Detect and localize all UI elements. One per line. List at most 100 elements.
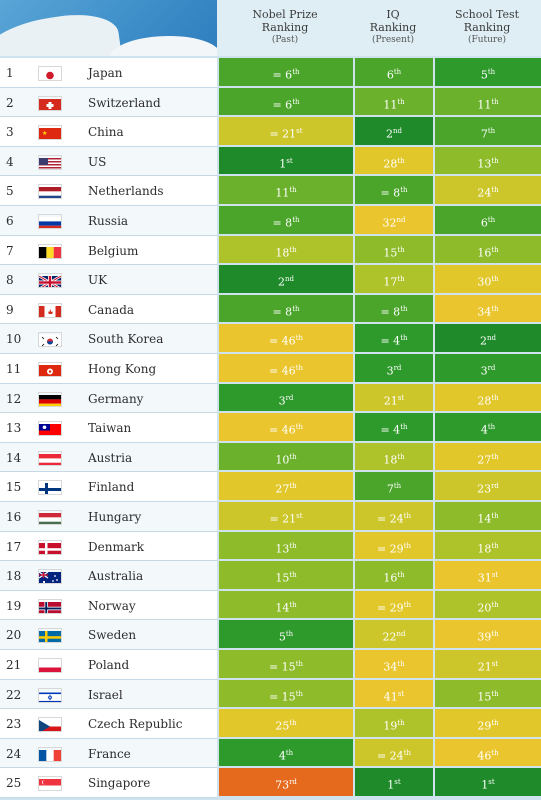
country-name: Russia bbox=[88, 214, 129, 228]
school-rank-value: 28 bbox=[477, 394, 492, 408]
school-rank-value: 4 bbox=[480, 423, 488, 437]
world-map-banner bbox=[0, 0, 217, 56]
school-rank-suffix: st bbox=[491, 660, 499, 668]
switzerland-flag-icon bbox=[38, 95, 62, 111]
row-label-area: 6 Russia bbox=[0, 206, 217, 236]
row-rank: 24 bbox=[6, 746, 22, 761]
nobel-rank-value: 3 bbox=[278, 394, 286, 408]
nobel-rank-value: = 21 bbox=[269, 127, 297, 141]
school-rank-suffix: st bbox=[491, 571, 499, 580]
school-rank-suffix: th bbox=[487, 216, 496, 224]
nobel-rank-cell: 15th bbox=[217, 561, 353, 591]
iq-rank-suffix: th bbox=[400, 304, 408, 313]
country-name: Czech Republic bbox=[88, 717, 183, 732]
iq-rank-cell: = 4th bbox=[353, 324, 433, 354]
table-row: 3 ★ China = 21st 2nd 7th bbox=[0, 117, 541, 147]
iq-rank-value: = 4 bbox=[380, 423, 401, 437]
row-rank: 4 bbox=[6, 154, 14, 169]
iq-rank-suffix: th bbox=[397, 275, 405, 284]
nobel-rank-cell: = 6th bbox=[217, 87, 353, 118]
row-label-area: 12 Germany bbox=[0, 383, 217, 414]
country-name: Denmark bbox=[88, 539, 144, 554]
school-rank-cell: 46th bbox=[433, 738, 541, 769]
school-rank-value: 24 bbox=[477, 187, 492, 201]
header-iq-title2: Ranking bbox=[369, 21, 417, 34]
iq-rank-cell: 34th bbox=[353, 650, 433, 680]
nobel-rank-value: = 15 bbox=[268, 690, 296, 704]
iq-rank-cell: 32nd bbox=[353, 206, 433, 236]
country-name: Poland bbox=[88, 658, 130, 672]
iq-rank-cell: 11th bbox=[353, 87, 433, 118]
row-label-area: 5 Netherlands bbox=[0, 176, 217, 206]
country-name: UK bbox=[88, 273, 108, 288]
nobel-rank-suffix: th bbox=[289, 186, 297, 195]
iq-rank-cell: = 24th bbox=[353, 738, 433, 769]
table-row: 18 Australia 15th 16th 31st bbox=[0, 561, 541, 591]
school-rank-suffix: nd bbox=[487, 334, 496, 343]
nobel-rank-value: 25 bbox=[275, 719, 290, 733]
belgium-flag-icon bbox=[38, 243, 62, 259]
iq-rank-cell: = 4th bbox=[353, 413, 433, 443]
school-rank-value: 5 bbox=[480, 68, 488, 82]
iq-rank-value: = 24 bbox=[376, 512, 404, 526]
russia-flag-icon bbox=[38, 214, 62, 229]
school-rank-suffix: th bbox=[491, 719, 499, 728]
nobel-rank-value: 15 bbox=[275, 571, 290, 585]
row-label-area: 14 Austria bbox=[0, 442, 217, 473]
nobel-rank-suffix: th bbox=[292, 68, 300, 76]
table-row: 8 UK 2nd 17th 30th bbox=[0, 265, 541, 295]
header-school: School Test Ranking (Future) bbox=[433, 0, 541, 56]
school-rank-value: 11 bbox=[477, 98, 492, 112]
nobel-rank-suffix: th bbox=[295, 364, 304, 372]
row-rank: 6 bbox=[6, 214, 14, 228]
czech-flag-icon bbox=[38, 717, 62, 733]
nobel-rank-suffix: th bbox=[289, 571, 297, 580]
row-label-area: 18 Australia bbox=[0, 561, 217, 591]
row-label-area: 21 Poland bbox=[0, 650, 217, 680]
nobel-rank-suffix: st bbox=[296, 512, 303, 520]
table-row: 17 Denmark 13th = 29th 18th bbox=[0, 531, 541, 562]
row-rank: 9 bbox=[6, 302, 14, 317]
row-rank: 23 bbox=[6, 717, 22, 732]
row-rank: 20 bbox=[6, 628, 22, 643]
iq-rank-value: 18 bbox=[383, 453, 398, 467]
nobel-rank-value: 10 bbox=[275, 453, 290, 467]
school-rank-value: 31 bbox=[477, 571, 492, 585]
table-row: 1 Japan = 6th 6th 5th bbox=[0, 58, 541, 88]
iq-rank-suffix: st bbox=[397, 689, 405, 698]
nobel-rank-cell: = 21st bbox=[217, 117, 353, 147]
iq-rank-value: 1 bbox=[387, 779, 395, 793]
nobel-rank-cell: 13th bbox=[217, 531, 353, 562]
nobel-rank-cell: 3rd bbox=[217, 383, 353, 414]
row-rank: 11 bbox=[6, 362, 22, 376]
nobel-rank-cell: = 46th bbox=[217, 354, 353, 384]
nobel-rank-cell: 5th bbox=[217, 620, 353, 650]
table-row: 19 Norway 14th = 29th 20th bbox=[0, 590, 541, 621]
school-rank-cell: 11th bbox=[433, 87, 541, 118]
nobel-rank-value: 1 bbox=[279, 157, 287, 171]
school-rank-value: 6 bbox=[480, 216, 488, 230]
australia-flag-icon bbox=[38, 569, 62, 585]
nobel-rank-cell: 18th bbox=[217, 235, 353, 266]
iq-rank-value: 32 bbox=[382, 216, 397, 230]
nobel-rank-suffix: th bbox=[289, 482, 297, 491]
iq-rank-value: 34 bbox=[383, 660, 398, 674]
iq-rank-value: = 24 bbox=[376, 749, 404, 763]
iq-rank-value: = 29 bbox=[376, 542, 404, 556]
school-rank-cell: 15th bbox=[433, 679, 541, 710]
nobel-rank-suffix: rd bbox=[285, 393, 294, 402]
school-rank-cell: 1st bbox=[433, 768, 541, 798]
row-rank: 1 bbox=[6, 66, 14, 80]
iq-rank-value: 11 bbox=[383, 98, 398, 112]
finland-flag-icon bbox=[38, 480, 62, 496]
nobel-rank-value: 73 bbox=[275, 779, 290, 793]
nobel-rank-cell: = 15th bbox=[217, 650, 353, 680]
school-rank-cell: 23rd bbox=[433, 472, 541, 502]
nobel-rank-value: 14 bbox=[275, 601, 290, 615]
school-rank-cell: 28th bbox=[433, 383, 541, 414]
school-rank-suffix: rd bbox=[487, 364, 496, 372]
iq-rank-cell: 2nd bbox=[353, 117, 433, 147]
israel-flag-icon bbox=[38, 687, 62, 703]
iq-rank-cell: 6th bbox=[353, 58, 433, 88]
